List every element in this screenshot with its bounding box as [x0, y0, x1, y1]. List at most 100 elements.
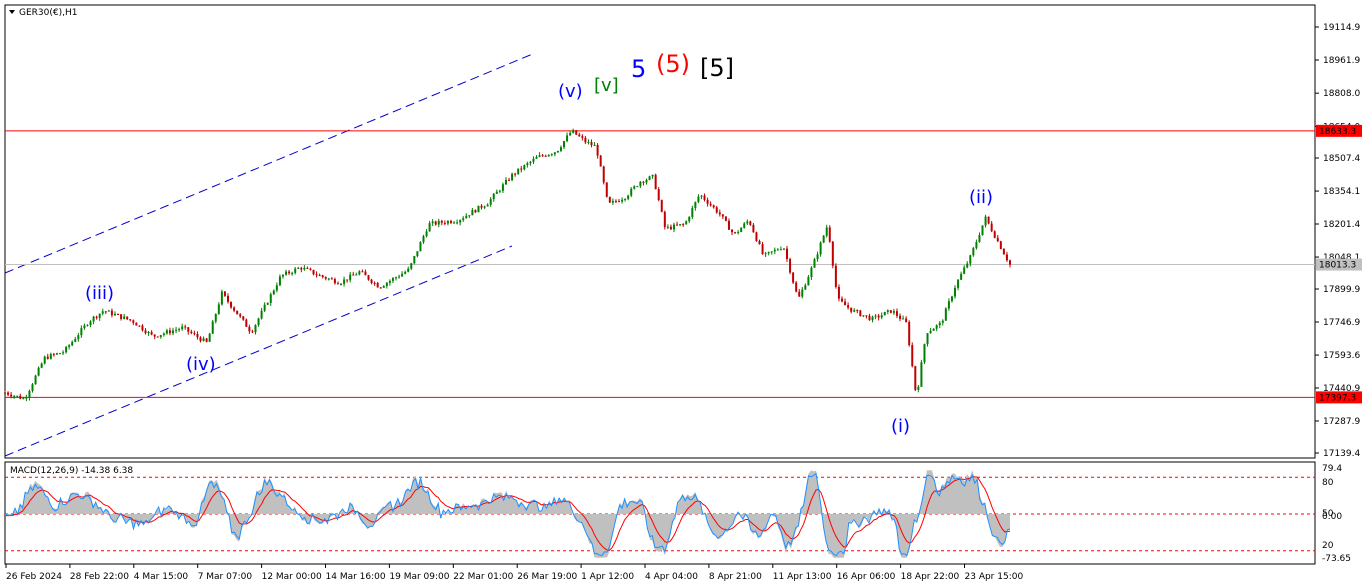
price-level-label: 18013.3	[1319, 261, 1356, 271]
candle-body	[624, 198, 627, 200]
candle-body	[245, 319, 248, 327]
candle-body	[474, 209, 477, 213]
candle-body	[89, 321, 92, 326]
candle-body	[443, 222, 446, 224]
dropdown-triangle-icon[interactable]	[9, 10, 15, 14]
candle-body	[489, 199, 492, 205]
candle-body	[865, 315, 868, 317]
candle-body	[954, 287, 957, 297]
candle-body	[764, 253, 767, 255]
candle-body	[737, 231, 740, 233]
candle-body	[465, 215, 468, 219]
candle-body	[391, 278, 394, 281]
macd-main-line	[4, 472, 1011, 557]
candle-body	[837, 286, 840, 299]
candle-body	[398, 276, 401, 278]
candle-body	[776, 249, 779, 251]
candle-body	[440, 220, 443, 223]
candle-body	[77, 335, 80, 340]
candle-body	[617, 201, 620, 203]
candle-body	[83, 325, 86, 329]
candle-body	[877, 315, 880, 318]
candle-body	[110, 310, 113, 316]
candle-body	[263, 304, 266, 311]
candle-body	[978, 235, 981, 243]
candle-body	[321, 275, 324, 278]
candle-body	[285, 271, 288, 275]
candle-body	[850, 307, 853, 312]
candle-body	[239, 314, 242, 317]
candle-body	[963, 267, 966, 274]
time-tick-label: 12 Mar 00:00	[262, 572, 322, 582]
candle-body	[621, 199, 624, 202]
candle-body	[935, 325, 938, 329]
candle-body	[547, 154, 550, 157]
candle-body	[895, 311, 898, 316]
candle-body	[801, 289, 804, 297]
candle-body	[486, 204, 489, 207]
candle-body	[25, 397, 28, 399]
candle-body	[55, 353, 58, 355]
candle-body	[370, 279, 373, 283]
candle-body	[813, 259, 816, 268]
candle-body	[376, 283, 379, 288]
candle-body	[871, 316, 874, 321]
candle-body	[966, 263, 969, 268]
candle-body	[920, 362, 923, 387]
candle-body	[844, 301, 847, 306]
candle-body	[373, 282, 376, 284]
candle-body	[254, 324, 257, 333]
candle-body	[960, 273, 963, 280]
candle-body	[37, 367, 40, 376]
candle-body	[541, 155, 544, 157]
candle-body	[538, 155, 541, 157]
candle-body	[178, 329, 181, 331]
candle-body	[523, 165, 526, 170]
candle-body	[150, 332, 153, 335]
channel-upper-line	[4, 52, 536, 274]
candle-body	[95, 316, 98, 318]
candle-body	[669, 226, 672, 230]
candle-body	[911, 345, 914, 367]
channel-lower-line	[4, 245, 513, 457]
wave-label: (5)	[656, 50, 690, 78]
candle-body	[214, 313, 217, 322]
candle-body	[340, 283, 343, 285]
candle-body	[566, 135, 569, 142]
candle-body	[138, 325, 141, 327]
candle-body	[758, 240, 761, 245]
candle-body	[889, 310, 892, 313]
candle-body	[242, 316, 245, 320]
candle-body	[300, 267, 303, 270]
candle-body	[303, 267, 306, 270]
candle-body	[404, 271, 407, 274]
candle-body	[724, 216, 727, 221]
candle-body	[248, 326, 251, 332]
candle-body	[117, 313, 120, 315]
candle-body	[1002, 249, 1005, 255]
candle-body	[840, 298, 843, 302]
candle-body	[795, 282, 798, 292]
candle-body	[892, 311, 895, 313]
candle-body	[526, 163, 529, 166]
elliott-wave-labels: (iii) (iv) (v) [v] 5 (5) [5] (i) (ii)	[85, 50, 993, 437]
candle-body	[312, 269, 315, 275]
candle-body	[13, 395, 16, 397]
time-tick-label: 23 Apr 15:00	[965, 572, 1024, 582]
candle-body	[98, 313, 101, 318]
candle-body	[834, 265, 837, 287]
price-tick-label: 19114.9	[1323, 23, 1360, 33]
candle-body	[721, 214, 724, 217]
candle-body	[165, 330, 168, 334]
candle-body	[153, 334, 156, 337]
candle-body	[343, 279, 346, 284]
candle-body	[135, 322, 138, 326]
candle-body	[639, 181, 642, 187]
candle-body	[703, 195, 706, 200]
candle-body	[932, 328, 935, 331]
time-tick-label: 16 Apr 06:00	[837, 572, 896, 582]
candle-body	[416, 251, 419, 257]
candle-body	[382, 286, 385, 288]
candle-body	[428, 223, 431, 232]
